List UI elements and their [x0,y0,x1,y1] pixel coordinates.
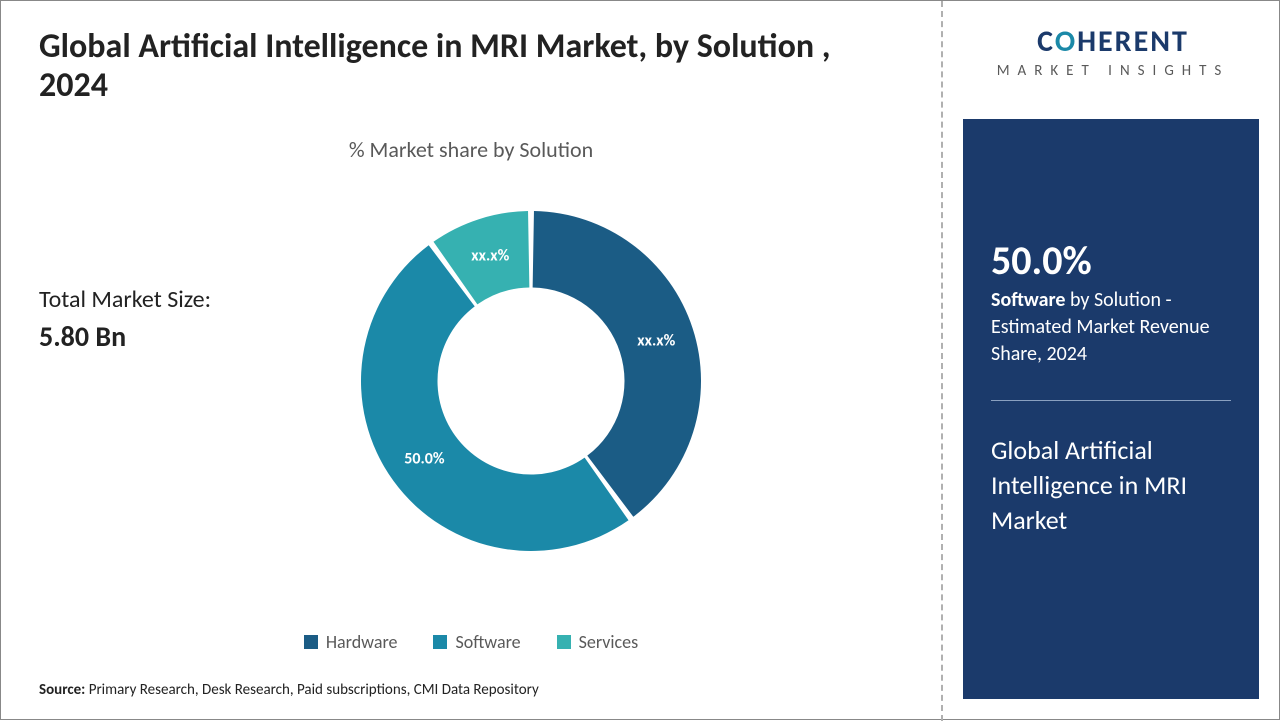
page-title: Global Artificial Intelligence in MRI Ma… [39,27,859,105]
brand-letter: C [1037,23,1055,60]
brand-letters: HERENT [1077,23,1189,60]
brand-circle-icon: O [1055,23,1077,60]
source-line: Source: Primary Research, Desk Research,… [39,681,539,699]
brand-subtext: MARKET INSIGHTS [963,62,1263,80]
slice-label-services: xx.x% [471,247,509,266]
chart-title: % Market share by Solution [1,136,941,163]
highlight-percent: 50.0% [991,239,1231,283]
brand-logo-text: COHERENT [963,23,1263,60]
legend-item-software: Software [433,631,520,653]
slice-label-hardware: xx.x% [637,331,675,350]
legend-label: Software [455,631,520,653]
legend-label: Hardware [326,631,398,653]
legend-item-hardware: Hardware [304,631,398,653]
legend-swatch [557,635,571,649]
highlight-desc-bold: Software [991,288,1065,312]
market-size-value: 5.80 Bn [39,319,126,354]
highlight-description: Software by Solution - Estimated Market … [991,287,1231,368]
market-size-label: Total Market Size: [39,285,211,314]
source-prefix: Source: [39,681,85,699]
legend-label: Services [579,631,639,653]
highlight-box: 50.0% Software by Solution - Estimated M… [963,119,1259,699]
highlight-divider [991,400,1231,401]
legend-swatch [433,635,447,649]
donut-chart: xx.x% 50.0% xx.x% [331,181,731,581]
side-panel: COHERENT MARKET INSIGHTS 50.0% Software … [941,1,1280,721]
brand-logo: COHERENT MARKET INSIGHTS [963,23,1263,80]
legend-item-services: Services [557,631,639,653]
highlight-subtitle: Global Artificial Intelligence in MRI Ma… [991,433,1231,538]
source-text: Primary Research, Desk Research, Paid su… [89,681,539,699]
chart-legend: Hardware Software Services [1,631,941,654]
main-panel: Global Artificial Intelligence in MRI Ma… [1,1,941,721]
legend-swatch [304,635,318,649]
slice-label-software: 50.0% [404,449,445,468]
